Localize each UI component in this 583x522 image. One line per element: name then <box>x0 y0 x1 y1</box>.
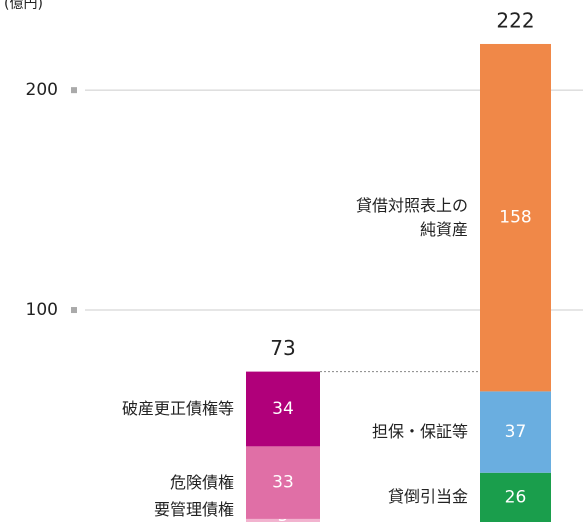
tick-mark <box>71 307 77 314</box>
total-label: 222 <box>496 8 534 32</box>
bar-segment <box>480 43 551 392</box>
segment-name: 破産更正債権等 <box>121 398 234 418</box>
segment-name: 要管理債権 <box>153 500 234 519</box>
y-axis-label: (億円) <box>4 0 43 12</box>
y-tick-label: 200 <box>26 80 58 100</box>
bar-segment <box>480 391 551 473</box>
bar-segment <box>480 472 551 522</box>
bar-segment <box>246 518 320 522</box>
value-label: 158 <box>499 208 531 228</box>
segment-name: 危険債権 <box>169 472 234 492</box>
segment-name: 貸借対照表上の 純資産 <box>355 195 468 239</box>
bar-segment <box>246 446 320 519</box>
bar-segment <box>246 371 320 447</box>
value-label: 37 <box>505 422 527 442</box>
value-label: 34 <box>272 399 294 419</box>
y-tick-label: 100 <box>26 300 58 320</box>
value-label: 26 <box>505 487 527 507</box>
value-label: 33 <box>272 473 294 493</box>
segment-name: 貸倒引当金 <box>387 487 468 507</box>
segment-name: 担保・保証等 <box>371 422 468 442</box>
tick-mark <box>71 87 77 94</box>
total-label: 73 <box>270 336 295 360</box>
